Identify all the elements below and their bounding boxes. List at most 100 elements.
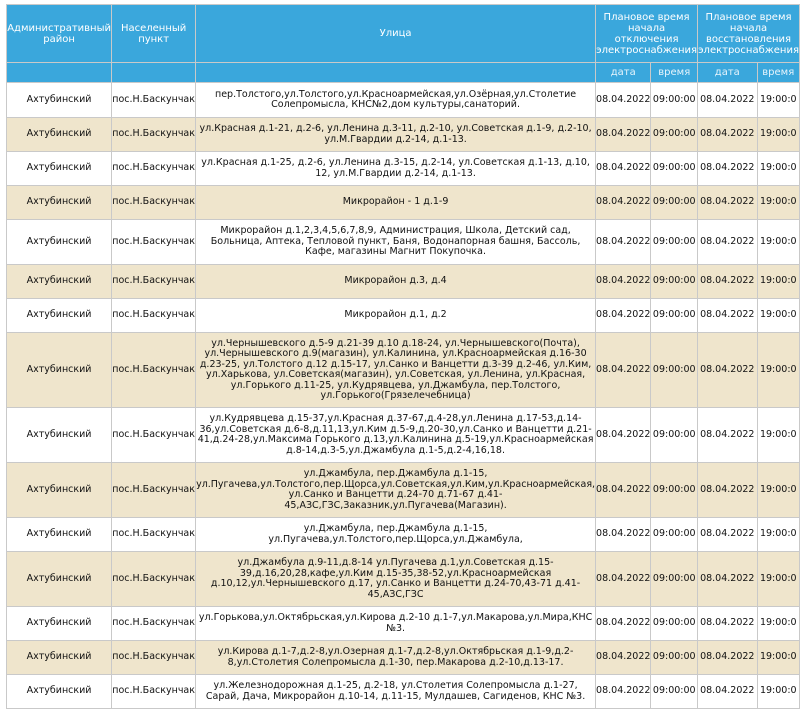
settlement-cell: пос.Н.Баскунчак: [111, 517, 197, 552]
off-time-cell: 09:00:00: [650, 219, 699, 265]
settlement-cell: пос.Н.Баскунчак: [111, 151, 197, 186]
street-cell: пер.Толстого,ул.Толстого,ул.Красноармейс…: [195, 82, 597, 118]
off-date-cell: 08.04.2022: [595, 640, 652, 675]
on-date-cell: 08.04.2022: [697, 517, 758, 552]
table-row: Ахтубинский пос.Н.Баскунчак ул.Красная д…: [5, 151, 800, 186]
table-row: Ахтубинский пос.Н.Баскунчак Микрорайон д…: [5, 264, 800, 299]
off-date-cell: 08.04.2022: [595, 517, 652, 552]
street-cell: ул.Джамбула, пер.Джамбула д.1-15, ул.Пуг…: [195, 462, 597, 518]
off-date-cell: 08.04.2022: [595, 674, 652, 709]
off-time-cell: 09:00:00: [650, 151, 699, 186]
subheader-off-time: время: [650, 62, 699, 83]
off-date-cell: 08.04.2022: [595, 219, 652, 265]
district-cell: Ахтубинский: [5, 462, 113, 518]
table-row: Ахтубинский пос.Н.Баскунчак Микрорайон -…: [5, 185, 800, 220]
street-cell: Микрорайон д.3, д.4: [195, 264, 597, 299]
off-time-cell: 09:00:00: [650, 606, 699, 641]
on-time-cell: 19:00:0: [756, 219, 800, 265]
off-time-cell: 09:00:00: [650, 185, 699, 220]
street-cell: ул.Красная д.1-25, д.2-6, ул.Ленина д.3-…: [195, 151, 597, 186]
on-date-cell: 08.04.2022: [697, 640, 758, 675]
off-date-cell: 08.04.2022: [595, 82, 652, 118]
off-time-cell: 09:00:00: [650, 332, 699, 408]
on-time-cell: 19:00:0: [756, 82, 800, 118]
settlement-cell: пос.Н.Баскунчак: [111, 606, 197, 641]
header-off-time: Плановое время начала отключения электро…: [595, 4, 699, 63]
district-cell: Ахтубинский: [5, 219, 113, 265]
table-row: Ахтубинский пос.Н.Баскунчак ул.Кирова д.…: [5, 640, 800, 675]
header-district: Административный район: [5, 4, 113, 63]
street-cell: ул.Красная д.1-21, д.2-6, ул.Ленина д.3-…: [195, 117, 597, 152]
on-time-cell: 19:00:0: [756, 151, 800, 186]
on-date-cell: 08.04.2022: [697, 551, 758, 607]
header-settlement: Населенный пункт: [111, 4, 197, 63]
district-cell: Ахтубинский: [5, 117, 113, 152]
settlement-cell: пос.Н.Баскунчак: [111, 462, 197, 518]
on-date-cell: 08.04.2022: [697, 151, 758, 186]
off-time-cell: 09:00:00: [650, 298, 699, 333]
on-time-cell: 19:00:0: [756, 264, 800, 299]
table-row: Ахтубинский пос.Н.Баскунчак ул.Красная д…: [5, 117, 800, 152]
off-date-cell: 08.04.2022: [595, 264, 652, 299]
on-date-cell: 08.04.2022: [697, 407, 758, 463]
district-cell: Ахтубинский: [5, 82, 113, 118]
off-date-cell: 08.04.2022: [595, 117, 652, 152]
on-time-cell: 19:00:0: [756, 462, 800, 518]
off-time-cell: 09:00:00: [650, 117, 699, 152]
on-time-cell: 19:00:0: [756, 551, 800, 607]
table-row: Ахтубинский пос.Н.Баскунчак ул.Железнодо…: [5, 674, 800, 709]
district-cell: Ахтубинский: [5, 407, 113, 463]
district-cell: Ахтубинский: [5, 264, 113, 299]
on-time-cell: 19:00:0: [756, 117, 800, 152]
on-date-cell: 08.04.2022: [697, 462, 758, 518]
on-date-cell: 08.04.2022: [697, 264, 758, 299]
on-time-cell: 19:00:0: [756, 606, 800, 641]
outage-schedule-table: Административный район Населенный пункт …: [5, 4, 800, 709]
subheader-on-date: дата: [697, 62, 758, 83]
settlement-cell: пос.Н.Баскунчак: [111, 82, 197, 118]
off-time-cell: 09:00:00: [650, 674, 699, 709]
settlement-cell: пос.Н.Баскунчак: [111, 264, 197, 299]
settlement-cell: пос.Н.Баскунчак: [111, 117, 197, 152]
table-row: Ахтубинский пос.Н.Баскунчак ул.Джамбула,…: [5, 462, 800, 518]
settlement-cell: пос.Н.Баскунчак: [111, 332, 197, 408]
table-row: Ахтубинский пос.Н.Баскунчак пер.Толстого…: [5, 82, 800, 118]
on-time-cell: 19:00:0: [756, 517, 800, 552]
on-time-cell: 19:00:0: [756, 298, 800, 333]
subheader-blank: [5, 62, 113, 83]
off-date-cell: 08.04.2022: [595, 185, 652, 220]
table-row: Ахтубинский пос.Н.Баскунчак ул.Кудрявцев…: [5, 407, 800, 463]
table-row: Ахтубинский пос.Н.Баскунчак Микрорайон д…: [5, 298, 800, 333]
street-cell: ул.Джамбула, пер.Джамбула д.1-15, ул.Пуг…: [195, 517, 597, 552]
on-date-cell: 08.04.2022: [697, 185, 758, 220]
off-time-cell: 09:00:00: [650, 462, 699, 518]
off-date-cell: 08.04.2022: [595, 551, 652, 607]
header-street: Улица: [195, 4, 597, 63]
settlement-cell: пос.Н.Баскунчак: [111, 185, 197, 220]
district-cell: Ахтубинский: [5, 185, 113, 220]
street-cell: Микрорайон - 1 д.1-9: [195, 185, 597, 220]
subheader-blank: [195, 62, 597, 83]
off-date-cell: 08.04.2022: [595, 407, 652, 463]
street-cell: ул.Горькова,ул.Октябрьская,ул.Кирова д.2…: [195, 606, 597, 641]
table-row: Ахтубинский пос.Н.Баскунчак ул.Горькова,…: [5, 606, 800, 641]
settlement-cell: пос.Н.Баскунчак: [111, 219, 197, 265]
district-cell: Ахтубинский: [5, 517, 113, 552]
street-cell: ул.Кирова д.1-7,д.2-8,ул.Озерная д.1-7,д…: [195, 640, 597, 675]
district-cell: Ахтубинский: [5, 298, 113, 333]
on-date-cell: 08.04.2022: [697, 219, 758, 265]
off-date-cell: 08.04.2022: [595, 298, 652, 333]
on-date-cell: 08.04.2022: [697, 117, 758, 152]
district-cell: Ахтубинский: [5, 640, 113, 675]
subheader-off-date: дата: [595, 62, 652, 83]
off-date-cell: 08.04.2022: [595, 151, 652, 186]
header-restore-time: Плановое время начала восстановления эле…: [697, 4, 800, 63]
street-cell: ул.Джамбула д.9-11,д.8-14 ул.Пугачева д.…: [195, 551, 597, 607]
on-time-cell: 19:00:0: [756, 185, 800, 220]
settlement-cell: пос.Н.Баскунчак: [111, 407, 197, 463]
district-cell: Ахтубинский: [5, 674, 113, 709]
subheader-blank: [111, 62, 197, 83]
off-date-cell: 08.04.2022: [595, 332, 652, 408]
on-date-cell: 08.04.2022: [697, 674, 758, 709]
on-date-cell: 08.04.2022: [697, 298, 758, 333]
